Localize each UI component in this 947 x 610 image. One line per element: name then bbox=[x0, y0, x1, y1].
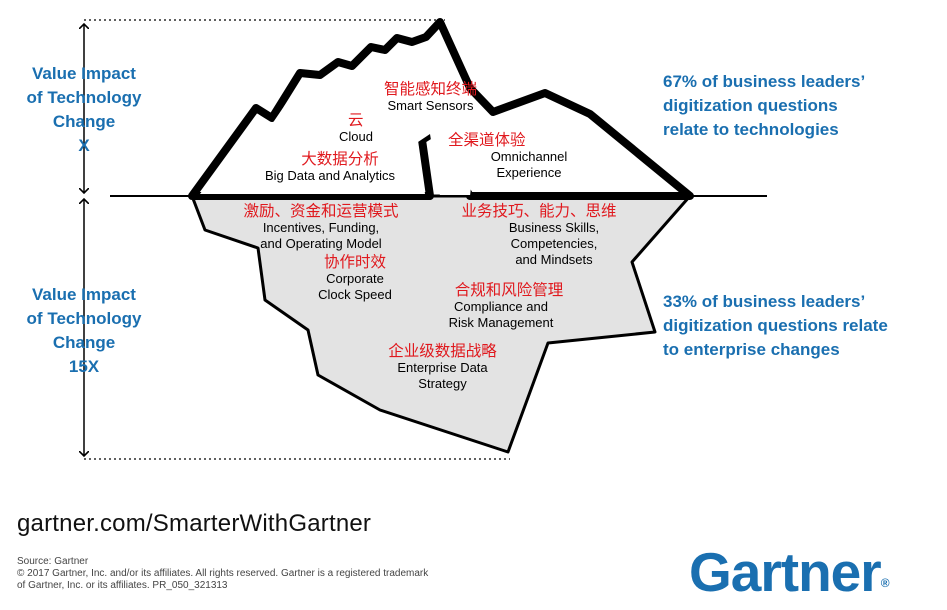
incentives-cn: 激励、资金和运营模式 bbox=[243, 202, 399, 220]
business-skills-label: 业务技巧、能力、思维 Business Skills, Competencies… bbox=[444, 202, 634, 268]
data-strategy-label: 企业级数据战略 Enterprise Data Strategy bbox=[370, 342, 515, 392]
data-strategy-cn: 企业级数据战略 bbox=[388, 342, 497, 360]
omnichannel-label: 全渠道体验 Omnichannel Experience bbox=[438, 131, 598, 181]
smart-sensors-en: Smart Sensors bbox=[387, 98, 474, 113]
iceberg-underwater-shape bbox=[190, 194, 692, 454]
data-strategy-en: Enterprise Data Strategy bbox=[397, 360, 488, 391]
registered-mark: ® bbox=[880, 576, 890, 590]
upper-value-impact-label: Value Impact of Technology Change X bbox=[26, 64, 142, 155]
iceberg-highlight bbox=[200, 33, 480, 196]
compliance-label: 合规和风险管理 Compliance and Risk Management bbox=[426, 281, 576, 331]
business-skills-cn: 业务技巧、能力、思维 bbox=[461, 202, 617, 220]
site-url-link[interactable]: gartner.com/SmarterWithGartner bbox=[17, 510, 372, 537]
gartner-logo: Gartner® bbox=[689, 540, 890, 604]
source-copyright: Source: Gartner © 2017 Gartner, Inc. and… bbox=[17, 556, 429, 591]
big-data-en: Big Data and Analytics bbox=[264, 168, 396, 183]
incentives-label: 激励、资金和运营模式 Incentives, Funding, and Oper… bbox=[226, 202, 416, 252]
incentives-en: Incentives, Funding, and Operating Model bbox=[260, 220, 382, 251]
business-skills-en: Business Skills, Competencies, and Minds… bbox=[508, 220, 600, 267]
cloud-label: 云 Cloud bbox=[322, 111, 390, 145]
compliance-en: Compliance and Risk Management bbox=[448, 299, 554, 330]
cloud-cn: 云 bbox=[348, 111, 364, 129]
smart-sensors-label: 智能感知终端 Smart Sensors bbox=[358, 80, 503, 114]
clock-speed-label: 协作时效 Corporate Clock Speed bbox=[300, 253, 410, 303]
omnichannel-en: Omnichannel Experience bbox=[490, 149, 568, 180]
cloud-en: Cloud bbox=[339, 129, 373, 144]
big-data-label: 大数据分析 Big Data and Analytics bbox=[245, 150, 415, 184]
omnichannel-cn: 全渠道体验 bbox=[448, 131, 526, 149]
compliance-cn: 合规和风险管理 bbox=[454, 281, 564, 299]
big-data-cn: 大数据分析 bbox=[301, 150, 379, 168]
smart-sensors-cn: 智能感知终端 bbox=[383, 80, 477, 98]
gartner-logo-text: Gartner bbox=[689, 541, 882, 603]
clock-speed-en: Corporate Clock Speed bbox=[318, 271, 392, 302]
technology-stat: 67% of business leaders’ digitization qu… bbox=[663, 72, 866, 139]
clock-speed-cn: 协作时效 bbox=[323, 253, 386, 271]
enterprise-stat: 33% of business leaders’ digitization qu… bbox=[663, 292, 888, 359]
lower-value-impact-label: Value Impact of Technology Change 15X bbox=[26, 285, 142, 376]
